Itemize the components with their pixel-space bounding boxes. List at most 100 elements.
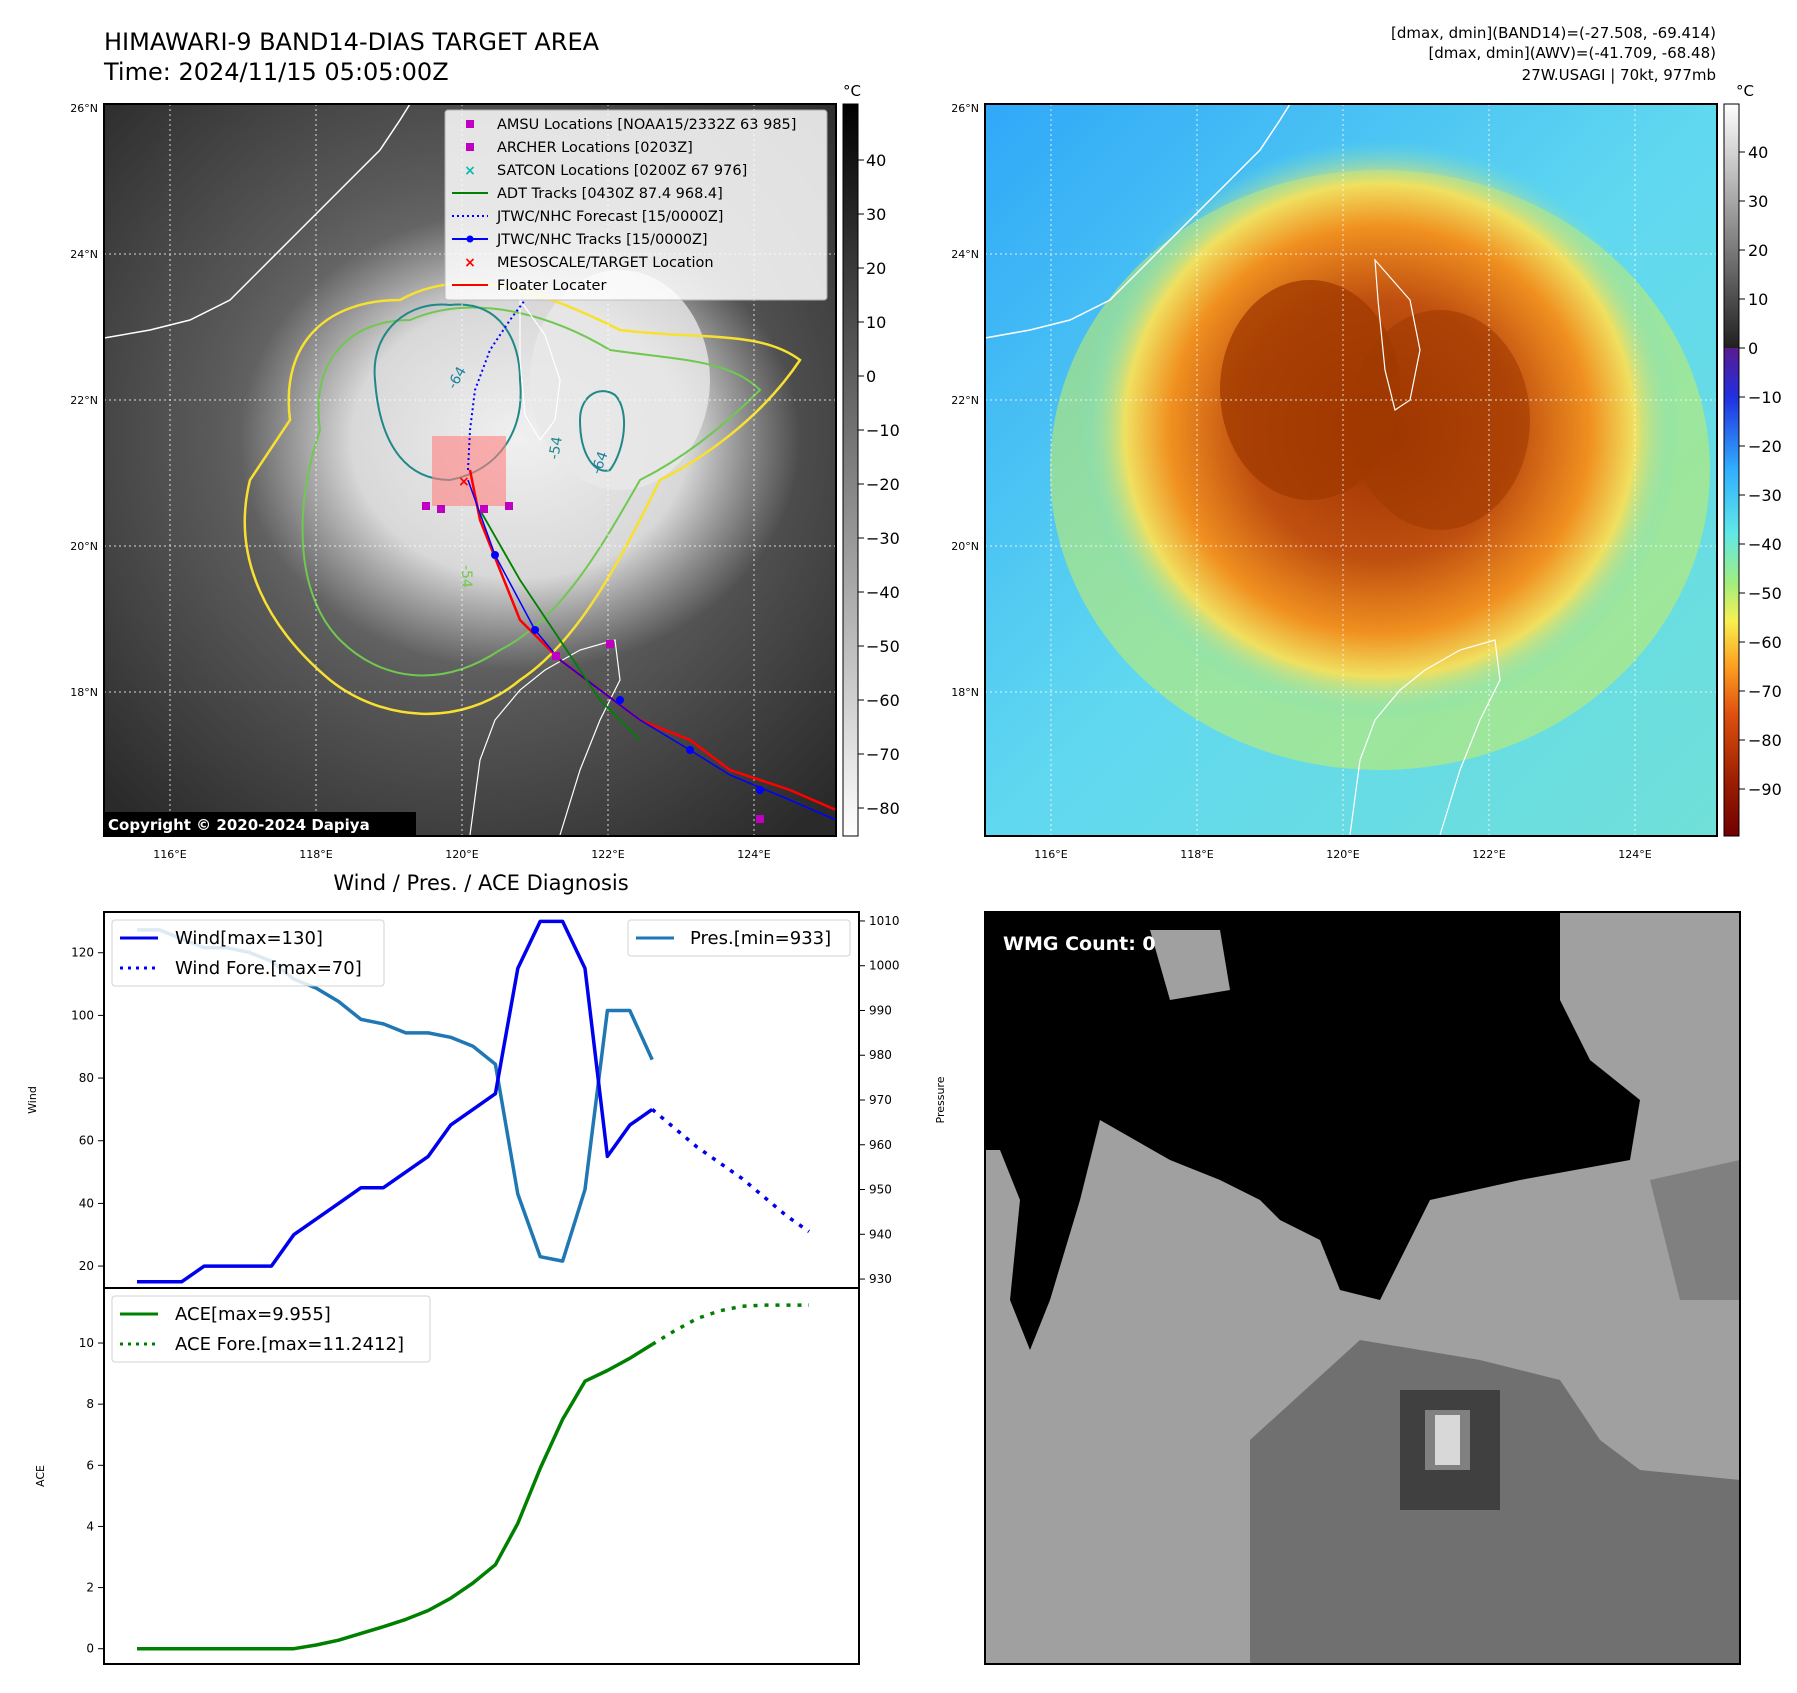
ace-tick-label-4: 8 bbox=[86, 1397, 94, 1411]
color-colorbar-unit: °C bbox=[1736, 82, 1754, 100]
col-lat-label-22: 22°N bbox=[951, 394, 979, 407]
legend-marker-2: × bbox=[464, 163, 476, 179]
wmg-dark-region-2 bbox=[1650, 1160, 1740, 1300]
wind-legend: Wind[max=130] Wind Fore.[max=70] bbox=[111, 919, 385, 987]
ir-cold-cloud-2 bbox=[530, 270, 710, 490]
ir-colorbar-label-10: −60 bbox=[866, 691, 900, 710]
pres-legend-label: Pres.[min=933] bbox=[690, 928, 831, 949]
wind-tick-label-0: 20 bbox=[79, 1259, 94, 1273]
wind-tick-label-3: 80 bbox=[79, 1071, 94, 1085]
diagnosis-title: Wind / Pres. / ACE Diagnosis bbox=[333, 871, 628, 895]
col-lat-label-20: 20°N bbox=[951, 540, 979, 553]
col-lon-label-116: 116°E bbox=[1034, 848, 1067, 861]
wind-forecast-legend-label: Wind Fore.[max=70] bbox=[175, 958, 362, 979]
coastline-luzon-color bbox=[1349, 639, 1501, 836]
color-colorbar-label-3: 10 bbox=[1748, 290, 1768, 309]
ir-map-frame bbox=[103, 103, 837, 837]
color-colorbar-label-1: 30 bbox=[1748, 192, 1768, 211]
color-colorbar-ticks: 40 30 20 10 0 −10 −20 −30 −40 −50 −60 −70 −80 −90 bbox=[1739, 143, 1782, 799]
col-lat-label-24: 24°N bbox=[951, 248, 979, 261]
ir-colorbar-label-0: 40 bbox=[866, 151, 886, 170]
ir-lat-label-20: 20°N bbox=[70, 540, 98, 553]
contour-label-4: -64 bbox=[589, 449, 612, 476]
pres-tick-label-1: 940 bbox=[869, 1227, 892, 1241]
wind-ylabel: Wind bbox=[26, 1086, 39, 1114]
wmg-gray-region-1 bbox=[1150, 930, 1230, 1000]
ir-colorbar-label-6: −20 bbox=[866, 475, 900, 494]
wind-line bbox=[137, 919, 654, 1284]
ir-cold-contour-2 bbox=[578, 390, 626, 472]
wmg-count-label: WMG Count: 0 bbox=[1003, 933, 1156, 955]
legend-label-7: Floater Locater bbox=[497, 278, 606, 294]
figure-title: HIMAWARI-9 BAND14-DIAS TARGET AREA bbox=[104, 28, 600, 56]
ir-cold-contour bbox=[373, 303, 522, 482]
color-colorbar-label-8: −40 bbox=[1748, 535, 1782, 554]
wmg-black-region bbox=[985, 912, 1640, 1350]
coastline-china bbox=[104, 104, 411, 339]
ace-tick-label-5: 10 bbox=[79, 1336, 94, 1350]
color-colorbar-label-9: −50 bbox=[1748, 584, 1782, 603]
wind-tick-label-4: 100 bbox=[71, 1008, 94, 1022]
ace-forecast-legend-label: ACE Fore.[max=11.2412] bbox=[175, 1334, 404, 1355]
contour-label-3: -54 bbox=[546, 435, 566, 460]
ace-ylabel: ACE bbox=[34, 1465, 47, 1487]
color-colorbar-label-7: −30 bbox=[1748, 486, 1782, 505]
wind-tick-label-5: 120 bbox=[71, 946, 94, 960]
contour-label-2: -54 bbox=[458, 565, 474, 588]
pres-tick-label-6: 990 bbox=[869, 1003, 892, 1017]
color-colorbar-label-2: 20 bbox=[1748, 241, 1768, 260]
ace-axis-ticks: 0 2 4 6 8 10 bbox=[79, 1336, 104, 1656]
ir-colorbar-unit: °C bbox=[843, 82, 861, 100]
ir-colorbar-label-2: 20 bbox=[866, 259, 886, 278]
jtwc-forecast-track bbox=[467, 299, 526, 471]
color-colorbar-label-10: −60 bbox=[1748, 633, 1782, 652]
pres-tick-label-7: 1000 bbox=[869, 959, 900, 973]
color-map-frame bbox=[984, 103, 1718, 837]
ir-map-panel: × -64 -54 -54 -64 AMSU Locations [NOAA15… bbox=[70, 82, 900, 861]
map-legend: AMSU Locations [NOAA15/2332Z 63 985] ARCH… bbox=[444, 109, 828, 301]
col-lon-label-124: 124°E bbox=[1618, 848, 1651, 861]
legend-label-4: JTWC/NHC Forecast [15/0000Z] bbox=[496, 209, 723, 225]
color-colorbar-label-12: −80 bbox=[1748, 731, 1782, 750]
wmg-frame bbox=[984, 911, 1741, 1665]
wind-legend-label: Wind[max=130] bbox=[175, 928, 323, 949]
ace-chart: 0 2 4 6 8 10 ACE ACE[max=9.955] ACE Fore.[max… bbox=[34, 1287, 860, 1665]
pres-tick-label-4: 970 bbox=[869, 1093, 892, 1107]
ace-legend-label: ACE[max=9.955] bbox=[175, 1304, 331, 1325]
ir-colorbar bbox=[842, 103, 859, 837]
ace-line bbox=[137, 1342, 654, 1651]
coastline-taiwan bbox=[519, 298, 561, 442]
legend-label-6: MESOSCALE/TARGET Location bbox=[497, 255, 714, 271]
pres-tick-label-0: 930 bbox=[869, 1272, 892, 1286]
pres-tick-label-8: 1010 bbox=[869, 914, 900, 928]
ir-lon-label-118: 118°E bbox=[299, 848, 332, 861]
ir-colorbar-label-4: 0 bbox=[866, 367, 876, 386]
color-gridlines bbox=[985, 104, 1717, 836]
legend-marker-6: × bbox=[464, 255, 476, 271]
coastline-china-color bbox=[985, 104, 1291, 339]
figure-time: Time: 2024/11/15 05:05:00Z bbox=[103, 58, 449, 86]
wind-pres-chart: 20 40 60 80 100 120 930 940 950 960 970 980 990 1000… bbox=[26, 911, 947, 1289]
ir-lat-label-22: 22°N bbox=[70, 394, 98, 407]
col-lat-label-26: 26°N bbox=[951, 102, 979, 115]
ir-colorbar-label-9: −50 bbox=[866, 637, 900, 656]
jtwc-track-dots bbox=[491, 551, 764, 794]
col-lon-label-118: 118°E bbox=[1180, 848, 1213, 861]
ace-tick-label-2: 4 bbox=[86, 1519, 94, 1533]
ir-colorbar-label-1: 30 bbox=[866, 205, 886, 224]
col-lon-label-120: 120°E bbox=[1326, 848, 1359, 861]
color-map-panel: 26°N 24°N 22°N 20°N 18°N 116°E 118°E 120… bbox=[951, 82, 1782, 861]
color-colorbar-top bbox=[1724, 104, 1739, 348]
ace-tick-label-3: 6 bbox=[86, 1458, 94, 1472]
legend-marker-1 bbox=[466, 143, 474, 151]
legend-label-2: SATCON Locations [0200Z 67 976] bbox=[497, 163, 747, 179]
color-colorbar-label-5: −10 bbox=[1748, 388, 1782, 407]
ir-lat-label-24: 24°N bbox=[70, 248, 98, 261]
pressure-axis-ticks: 930 940 950 960 970 980 990 1000 1010 bbox=[859, 914, 900, 1286]
color-colorbar-bottom bbox=[1724, 348, 1739, 836]
ir-colorbar-label-12: −80 bbox=[866, 799, 900, 818]
ir-colorbar-label-5: −10 bbox=[866, 421, 900, 440]
color-colorbar-label-11: −70 bbox=[1748, 682, 1782, 701]
ir-colorbar-ticks: 40 30 20 10 0 −10 −20 −30 −40 −50 −60 −70 −80 bbox=[858, 151, 900, 818]
